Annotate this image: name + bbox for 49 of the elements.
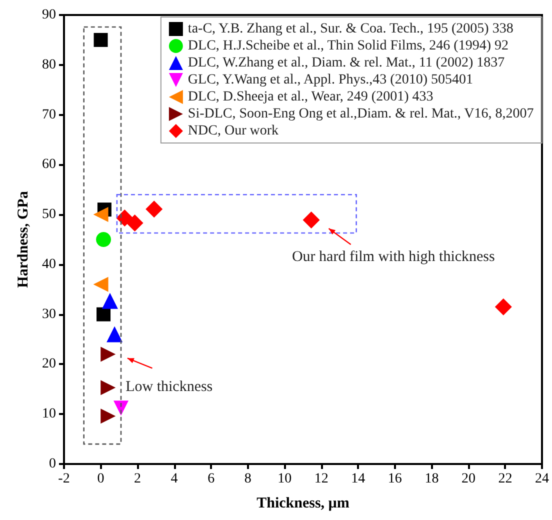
x-tick-label: 4 bbox=[170, 472, 178, 486]
point bbox=[146, 200, 163, 218]
legend-label: DLC, H.J.Scheibe et al., Thin Solid Films, 246 (1994) 92 bbox=[188, 38, 508, 54]
legend-label: DLC, D.Sheeja et al., Wear, 249 (2001) 433 bbox=[188, 90, 434, 104]
x-tick-label: 6 bbox=[208, 472, 215, 486]
point bbox=[100, 346, 116, 362]
point bbox=[100, 408, 116, 424]
y-tick-label: 90 bbox=[42, 8, 56, 22]
x-tick-label: 16 bbox=[388, 472, 402, 486]
point bbox=[96, 232, 112, 247]
point bbox=[106, 326, 123, 342]
x-tick-label: 8 bbox=[244, 472, 252, 486]
x-tick-label: 24 bbox=[535, 472, 549, 486]
y-tick-label: 70 bbox=[42, 107, 56, 122]
x-axis-title: Thickness, µm bbox=[256, 496, 350, 512]
y-tick-label: 30 bbox=[42, 306, 56, 322]
legend-label: Si-DLC, Soon-Eng Ong et al.,Diam. & rel. Mat., V16, 8,2007 bbox=[188, 106, 534, 122]
point bbox=[100, 380, 116, 396]
x-tick-label: 18 bbox=[424, 472, 439, 486]
y-tick-label: 10 bbox=[42, 406, 56, 422]
x-tick-label: 2 bbox=[134, 472, 142, 486]
x-tick-label: 20 bbox=[461, 472, 476, 486]
x-tick-label: -2 bbox=[58, 472, 70, 486]
point bbox=[94, 32, 108, 47]
legend-label: DLC, W.Zhang et al., Diam. & rel. Mat., 11 (2002) 1837 bbox=[188, 56, 505, 70]
point bbox=[93, 207, 108, 222]
x-tick-label: 14 bbox=[351, 472, 366, 486]
point bbox=[96, 307, 111, 322]
y-tick-label: 20 bbox=[42, 356, 56, 372]
legend-label: NDC, Our work bbox=[188, 124, 279, 138]
x-tick-label: 0 bbox=[97, 472, 104, 486]
y-tick-label: 60 bbox=[42, 157, 56, 172]
annotation: Our hard film with high thickness bbox=[292, 249, 495, 266]
x-tick-label: 22 bbox=[498, 472, 512, 486]
point bbox=[126, 214, 144, 232]
point bbox=[102, 292, 118, 309]
y-axis-title: Hardness, GPa bbox=[16, 190, 32, 288]
point bbox=[93, 276, 108, 292]
legend-label: ta-C, Y.B. Zhang et al., Sur. & Coa. Tech., 195 (2005) 338 bbox=[188, 22, 514, 36]
annotation: Low thickness bbox=[126, 379, 213, 396]
y-tick-label: 40 bbox=[42, 256, 56, 272]
y-tick-label: 80 bbox=[42, 57, 56, 72]
point bbox=[302, 212, 320, 229]
x-tick-label: 10 bbox=[278, 472, 292, 486]
y-tick-label: 0 bbox=[49, 456, 56, 472]
legend-label: GLC, Y.Wang et al., Appl. Phys.,43 (2010) 505401 bbox=[188, 72, 474, 88]
y-tick-label: 50 bbox=[42, 207, 56, 222]
point bbox=[494, 298, 512, 316]
x-tick-label: 12 bbox=[314, 472, 328, 486]
